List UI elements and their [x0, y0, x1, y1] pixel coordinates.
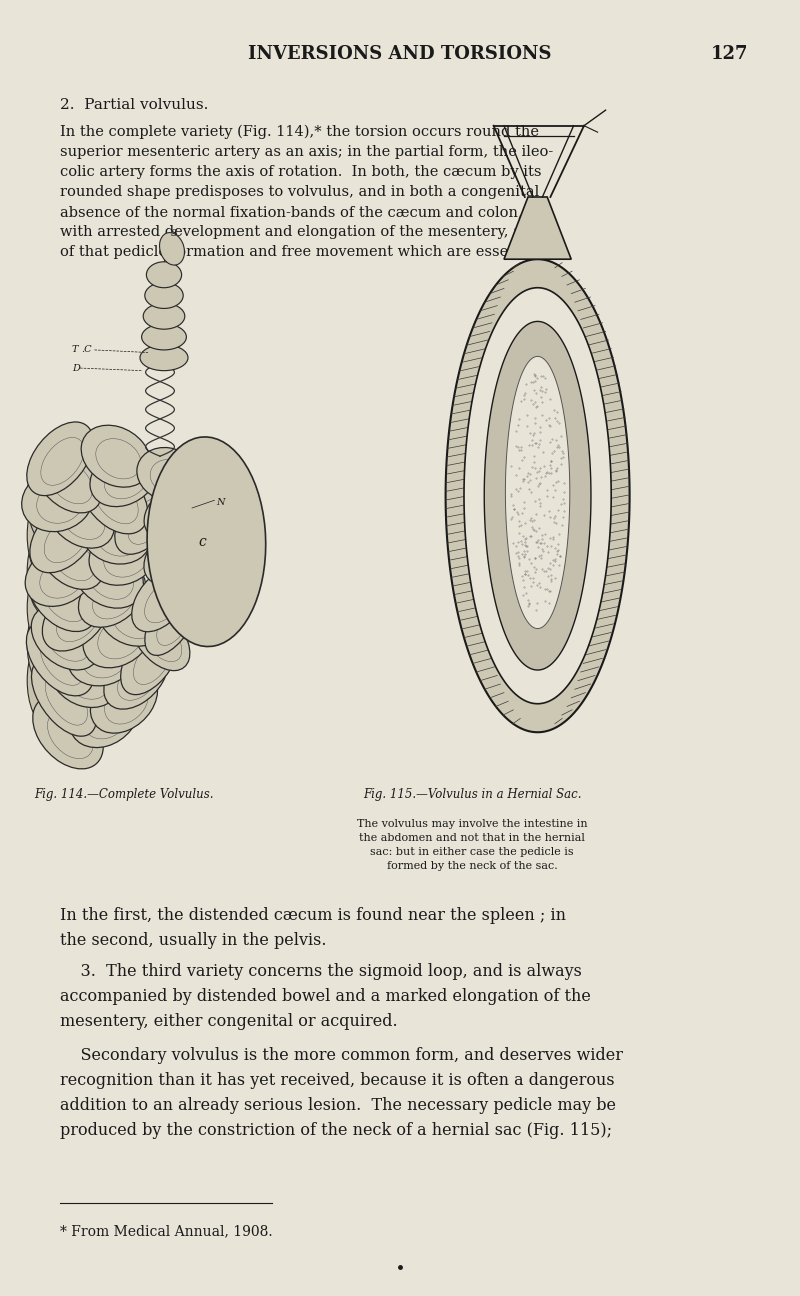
Polygon shape [506, 356, 570, 629]
Polygon shape [504, 197, 571, 259]
Text: T: T [72, 346, 78, 354]
Ellipse shape [33, 696, 103, 769]
Ellipse shape [145, 583, 199, 656]
Text: INVERSIONS AND TORSIONS: INVERSIONS AND TORSIONS [248, 45, 552, 64]
Text: c: c [198, 535, 206, 548]
Text: D: D [72, 364, 80, 372]
Ellipse shape [78, 565, 146, 627]
Ellipse shape [81, 425, 151, 487]
Ellipse shape [146, 262, 182, 288]
Ellipse shape [121, 622, 180, 695]
Ellipse shape [90, 447, 158, 507]
Ellipse shape [28, 561, 97, 631]
Text: .C: .C [81, 346, 91, 354]
Ellipse shape [144, 525, 205, 584]
Ellipse shape [132, 566, 191, 631]
Ellipse shape [81, 504, 151, 564]
Text: 2.  Partial volvulus.: 2. Partial volvulus. [60, 98, 208, 113]
Ellipse shape [26, 621, 94, 696]
Ellipse shape [27, 600, 66, 688]
Polygon shape [484, 321, 591, 670]
Ellipse shape [25, 544, 95, 607]
Ellipse shape [42, 583, 110, 651]
Ellipse shape [79, 461, 148, 534]
Text: N: N [216, 499, 225, 507]
Ellipse shape [27, 636, 66, 724]
Text: S: S [170, 229, 177, 237]
Ellipse shape [49, 645, 119, 708]
Ellipse shape [22, 469, 94, 531]
Text: In the first, the distended cæcum is found near the spleen ; in
the second, usua: In the first, the distended cæcum is fou… [60, 907, 566, 949]
Ellipse shape [144, 486, 205, 540]
Text: 3.  The third variety concerns the sigmoid loop, and is always
accompanied by di: 3. The third variety concerns the sigmoi… [60, 963, 591, 1029]
Ellipse shape [90, 666, 158, 734]
Ellipse shape [115, 482, 176, 555]
Ellipse shape [150, 542, 206, 609]
Text: Fig. 114.—Complete Volvulus.: Fig. 114.—Complete Volvulus. [34, 788, 214, 801]
Ellipse shape [27, 491, 66, 579]
Ellipse shape [130, 605, 190, 670]
Text: In the complete variety (​Fig. 114),* the torsion occurs round the
superior mese: In the complete variety (​Fig. 114),* th… [60, 124, 554, 259]
Ellipse shape [147, 437, 266, 647]
Ellipse shape [67, 626, 138, 686]
Ellipse shape [34, 446, 102, 513]
Ellipse shape [27, 455, 66, 543]
Polygon shape [446, 259, 630, 732]
Ellipse shape [31, 605, 100, 670]
Ellipse shape [69, 683, 139, 748]
Text: Fig. 115.—Volvulus in a Hernial Sac.: Fig. 115.—Volvulus in a Hernial Sac. [362, 788, 582, 801]
Ellipse shape [159, 232, 185, 266]
Ellipse shape [27, 527, 66, 616]
Ellipse shape [142, 324, 186, 350]
Ellipse shape [98, 587, 166, 647]
Text: The volvulus may involve the intestine in
the abdomen and not that in the hernia: The volvulus may involve the intestine i… [357, 819, 587, 871]
Ellipse shape [137, 447, 199, 502]
Text: * From Medical Annual, 1908.: * From Medical Annual, 1908. [60, 1225, 273, 1239]
Ellipse shape [104, 644, 168, 709]
Ellipse shape [26, 422, 94, 495]
Text: 127: 127 [710, 45, 748, 64]
Ellipse shape [143, 303, 185, 329]
Ellipse shape [145, 283, 183, 308]
Ellipse shape [46, 483, 114, 548]
Ellipse shape [83, 603, 154, 667]
Ellipse shape [73, 543, 143, 608]
Ellipse shape [140, 345, 188, 371]
Text: Secondary volvulus is the more common form, and deserves wider
recognition than : Secondary volvulus is the more common fo… [60, 1047, 623, 1139]
Ellipse shape [31, 658, 97, 736]
Ellipse shape [27, 564, 66, 652]
Ellipse shape [30, 500, 98, 573]
Ellipse shape [89, 524, 159, 586]
Ellipse shape [38, 525, 103, 590]
Polygon shape [464, 288, 611, 704]
